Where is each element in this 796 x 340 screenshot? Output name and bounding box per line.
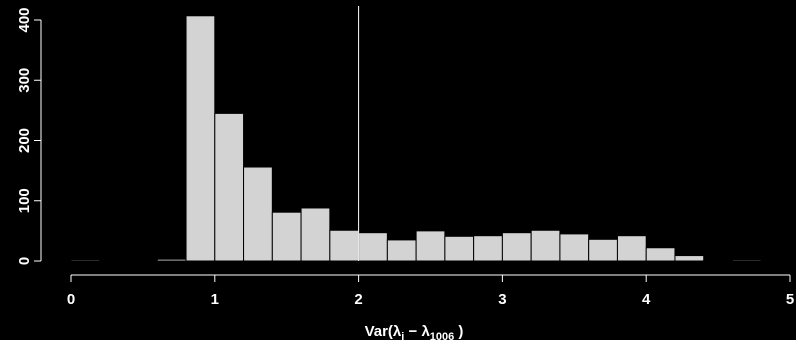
histogram-bar: [185, 15, 216, 262]
histogram-bar: [444, 235, 475, 262]
x-tick-label: 0: [67, 291, 75, 308]
y-tick-label: 200: [16, 128, 33, 153]
x-axis: 0 1 2 3 4 5: [67, 274, 794, 308]
histogram-bar: [473, 235, 503, 262]
x-axis-label: Var(λi − λ1006 ): [365, 323, 464, 340]
x-tick-label: 5: [786, 291, 794, 308]
x-tick-label: 4: [642, 291, 651, 308]
y-tick-label: 300: [16, 68, 33, 93]
histogram-bar: [501, 232, 532, 262]
histogram-bar: [329, 229, 360, 262]
histogram-bar: [415, 230, 446, 262]
histogram-bar: [358, 232, 388, 262]
histogram-bar: [616, 235, 647, 262]
histogram-bar: [588, 238, 618, 262]
y-tick-label: 0: [16, 257, 33, 265]
histogram-bar: [530, 229, 561, 262]
histogram-bar: [99, 259, 130, 262]
histogram-bar: [645, 247, 676, 262]
y-tick-label: 400: [16, 7, 33, 32]
histogram-bar: [300, 207, 331, 262]
bars-layer: [70, 15, 791, 262]
histogram-bar: [731, 259, 762, 262]
histogram-bar: [386, 239, 417, 262]
histogram-bar: [559, 233, 590, 262]
histogram-bar: [128, 259, 158, 262]
histogram-bar: [674, 255, 705, 262]
histogram-bar: [271, 211, 302, 262]
y-axis: 0 100 200 300 400: [16, 7, 42, 265]
histogram-bar: [760, 259, 791, 262]
x-tick-label: 2: [354, 291, 362, 308]
histogram-bar: [156, 258, 187, 262]
histogram-bar: [70, 259, 101, 262]
histogram-bar: [703, 259, 733, 262]
x-tick-label: 3: [498, 291, 506, 308]
histogram-bar: [243, 166, 273, 262]
y-tick-label: 100: [16, 188, 33, 213]
x-tick-label: 1: [211, 291, 219, 308]
histogram-bar: [214, 112, 245, 262]
